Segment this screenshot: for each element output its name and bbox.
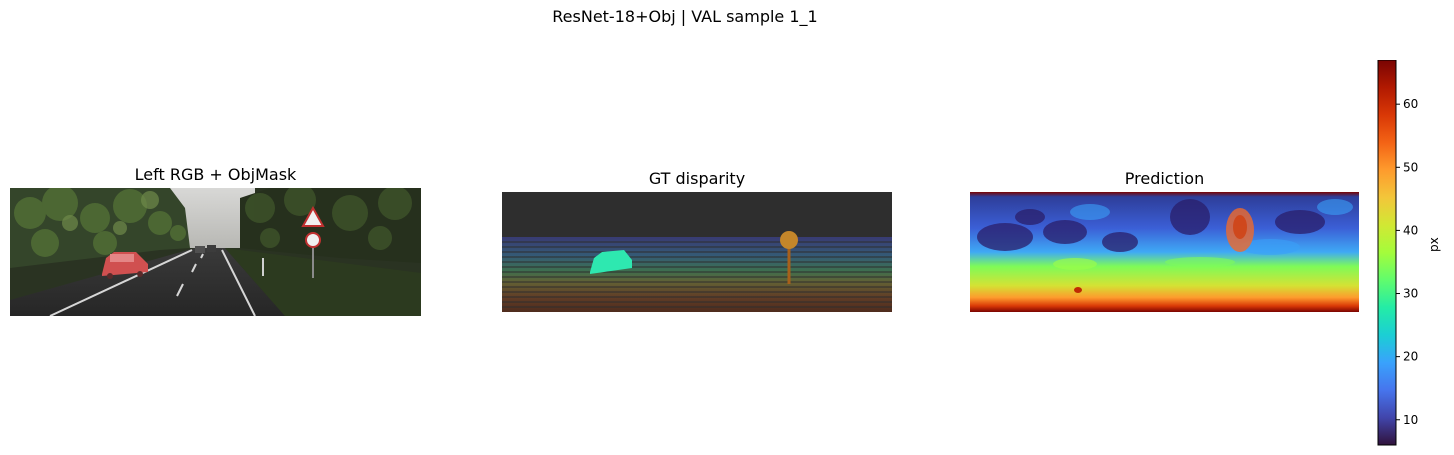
prediction-panel (970, 192, 1359, 312)
colorbar-label: px (1427, 237, 1441, 252)
colorbar-tick-label: 10 (1403, 413, 1418, 427)
rgb-image-panel (10, 188, 421, 316)
panel-title-gt: GT disparity (648, 169, 746, 188)
colorbar-tick-label: 20 (1403, 350, 1418, 364)
colorbar-tick-label: 30 (1403, 287, 1418, 301)
panel-title-rgb: Left RGB + ObjMask (134, 165, 297, 184)
figure-title: ResNet-18+Obj | VAL sample 1_1 (552, 7, 818, 26)
prediction-map (970, 192, 1359, 312)
gt-disparity-panel (502, 192, 892, 312)
rgb-image (10, 188, 421, 316)
colorbar-tick-label: 60 (1403, 97, 1418, 111)
colorbar: 10 20 30 40 50 60 (1377, 60, 1418, 446)
gt-disparity-map (502, 192, 892, 312)
panel-title-prediction: Prediction (1124, 169, 1205, 188)
colorbar-gradient (1377, 60, 1397, 446)
colorbar-tick-label: 40 (1403, 223, 1418, 237)
colorbar-tick-label: 50 (1403, 160, 1418, 174)
